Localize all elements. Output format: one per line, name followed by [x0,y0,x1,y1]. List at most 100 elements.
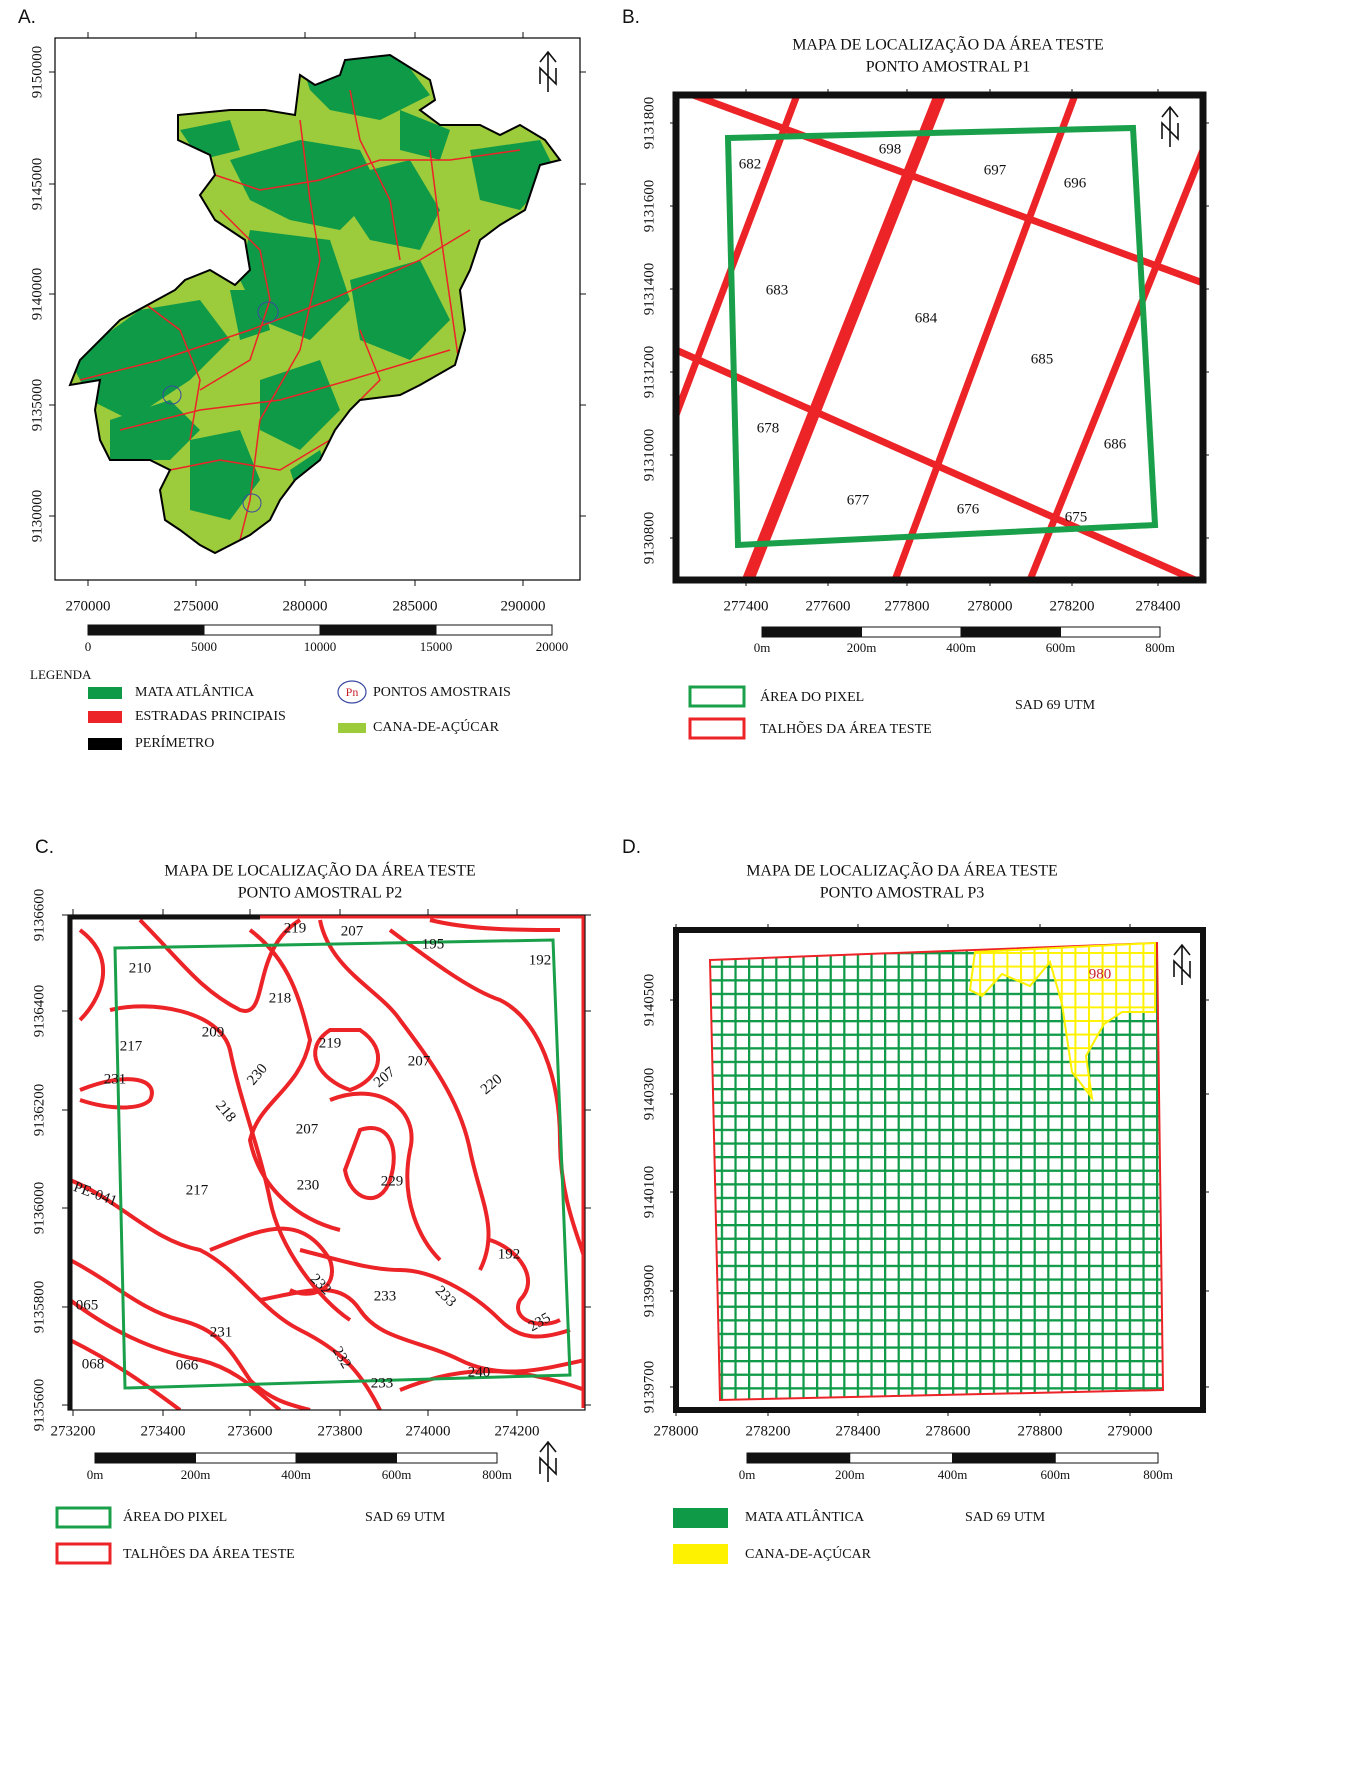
y-tick-label: 9131800 [641,97,657,150]
parcel-label: 218 [269,990,292,1006]
scale-label: 10000 [304,639,337,654]
parcel-label: 682 [739,156,762,172]
x-tick-label: 273600 [228,1423,273,1439]
scale-bar-segment [436,625,552,635]
panel-label: B. [622,7,640,28]
map-subtitle: PONTO AMOSTRAL P2 [238,885,402,902]
panel-label: A. [18,7,36,28]
legend-swatch [88,711,122,723]
scale-bar-segment [762,627,862,637]
scale-label: 400m [946,640,976,655]
map-title: MAPA DE LOCALIZAÇÃO DA ÁREA TESTE [164,861,476,880]
y-tick-label: 9131600 [641,180,657,233]
y-tick-label: 9136400 [31,985,47,1038]
legend-swatch [673,1544,728,1564]
x-tick-label: 277800 [885,598,930,614]
legend-label: ÁREA DO PIXEL [123,1508,227,1525]
y-tick-label: 9130800 [641,512,657,565]
scale-bar-segment [1061,627,1161,637]
map-subtitle: PONTO AMOSTRAL P1 [866,59,1030,76]
y-tick-label: 9140100 [641,1166,657,1219]
parcel-label: 209 [202,1024,225,1040]
x-tick-label: 278400 [836,1423,881,1439]
map-title: MAPA DE LOCALIZAÇÃO DA ÁREA TESTE [746,861,1058,880]
parcel-label: 192 [529,952,552,968]
datum-note: SAD 69 UTM [965,1510,1046,1525]
map-d [676,930,1203,1410]
scale-label: 200m [847,640,877,655]
parcel-label: 207 [408,1053,431,1069]
panel-label: D. [622,837,641,858]
scale-label: 400m [281,1467,311,1482]
y-tick-label: 9139900 [641,1265,657,1318]
parcel-label: 230 [297,1177,320,1193]
parcel-label: 229 [381,1173,404,1189]
x-tick-label: 277400 [724,598,769,614]
parcel-label: 678 [757,420,780,436]
scale-bar-segment [961,627,1061,637]
scale-label: 200m [835,1467,865,1482]
legend-label: MATA ATLÂNTICA [745,1508,865,1525]
parcel-label: 065 [76,1297,99,1313]
y-tick-label: 9130000 [29,490,45,543]
x-tick-label: 278800 [1018,1423,1063,1439]
map-subtitle: PONTO AMOSTRAL P3 [820,885,984,902]
x-tick-label: 275000 [174,598,219,614]
parcel-label: 217 [186,1182,209,1198]
scale-label: 400m [938,1467,968,1482]
datum-note: SAD 69 UTM [1015,698,1096,713]
parcel-label: 683 [766,282,789,298]
legend-swatch [338,723,366,733]
scale-bar-segment [397,1453,498,1463]
parcel-label: 233 [371,1375,394,1391]
y-tick-label: 9135600 [31,1379,47,1432]
x-tick-label: 277600 [806,598,851,614]
parcel-label: 676 [957,501,980,517]
legend-label: ESTRADAS PRINCIPAIS [135,709,286,724]
scale-label: 0m [754,640,771,655]
parcel-label: 219 [284,920,307,936]
map-title: MAPA DE LOCALIZAÇÃO DA ÁREA TESTE [792,35,1104,54]
y-tick-label: 9140500 [641,974,657,1027]
scale-label: 600m [1040,1467,1070,1482]
y-tick-label: 9136600 [31,889,47,942]
y-tick-label: 9135800 [31,1281,47,1334]
legend-swatch [88,738,122,750]
y-tick-label: 9131000 [641,429,657,482]
scale-bar-segment [204,625,320,635]
panel-label: C. [35,837,54,858]
parcel-label: 207 [296,1121,319,1137]
parcel-label: 980 [1089,966,1112,982]
parcel-label: 233 [374,1288,397,1304]
parcel-label: 685 [1031,351,1054,367]
y-tick-label: 9145000 [29,158,45,211]
scale-label: 0m [87,1467,104,1482]
x-tick-label: 273800 [318,1423,363,1439]
x-tick-label: 278600 [926,1423,971,1439]
scale-bar-segment [1055,1453,1158,1463]
parcel-label: 697 [984,162,1007,178]
scale-bar-segment [88,625,204,635]
scale-label: 600m [382,1467,412,1482]
scale-bar-segment [862,627,962,637]
y-tick-label: 9150000 [29,46,45,99]
x-tick-label: 274200 [495,1423,540,1439]
y-tick-label: 9140000 [29,268,45,321]
legend-label: CANA-DE-AÇÚCAR [373,718,500,735]
parcel-label: 684 [915,310,938,326]
parcel-label: 231 [104,1071,127,1087]
legend-label: ÁREA DO PIXEL [760,688,864,705]
scale-label: 800m [1145,640,1175,655]
x-tick-label: 278400 [1136,598,1181,614]
parcel-label: 698 [879,141,902,157]
scale-bar-segment [296,1453,397,1463]
parcel-label: 675 [1065,509,1088,525]
scale-label: 20000 [536,639,569,654]
y-tick-label: 9131200 [641,346,657,399]
datum-note: SAD 69 UTM [365,1510,446,1525]
legend-icon-label: Pn [346,685,359,699]
parcel-label: 686 [1104,436,1127,452]
legend-label: TALHÕES DA ÁREA TESTE [123,1545,295,1562]
parcel-label: 068 [82,1356,105,1372]
figure: A.27000027500028000028500029000091500009… [0,0,1369,1773]
